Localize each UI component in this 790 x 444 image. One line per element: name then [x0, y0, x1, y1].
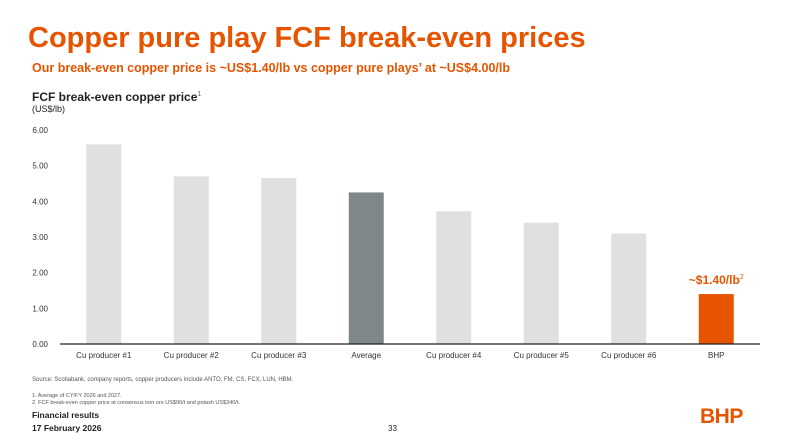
bar — [436, 211, 472, 344]
footnote-2: 2. FCF break-even copper price at consen… — [32, 400, 240, 406]
footer-date: 17 February 2026 — [32, 423, 102, 433]
chart-title-footnote-marker: 1 — [197, 91, 202, 98]
x-tick-label: BHP — [708, 351, 724, 360]
bar — [86, 144, 122, 344]
x-tick-label: Cu producer #1 — [76, 351, 132, 360]
x-tick-label: Cu producer #2 — [164, 351, 220, 360]
source-note: Source: Scotiabank, company reports, cop… — [32, 377, 294, 383]
bar — [261, 178, 297, 344]
y-tick-label: 4.00 — [32, 197, 48, 206]
bar — [698, 294, 734, 344]
bhp-value-annotation: ~$1.40/lb2 — [689, 273, 744, 287]
bar — [348, 192, 384, 344]
x-tick-label: Average — [351, 351, 381, 360]
y-tick-label: 5.00 — [32, 162, 48, 171]
x-tick-label: Cu producer #5 — [514, 351, 570, 360]
y-tick-label: 2.00 — [32, 269, 48, 278]
bhp-logo: BHP — [700, 405, 743, 428]
bar — [523, 222, 559, 344]
chart-title-text: FCF break-even copper price — [32, 90, 198, 104]
y-tick-label: 6.00 — [32, 126, 48, 135]
x-tick-label: Cu producer #6 — [601, 351, 657, 360]
y-tick-label: 1.00 — [32, 304, 48, 313]
chart-title: FCF break-even copper price1 — [32, 90, 201, 104]
bar — [611, 233, 647, 344]
x-tick-label: Cu producer #4 — [426, 351, 482, 360]
slide-subtitle: Our break-even copper price is ~US$1.40/… — [32, 61, 510, 75]
y-tick-label: 3.00 — [32, 233, 48, 242]
chart-unit-label: (US$/lb) — [32, 104, 66, 114]
y-tick-label: 0.00 — [32, 340, 48, 349]
footnote-1: 1. Average of CY/FY 2026 and 2027. — [32, 393, 122, 399]
footer-title: Financial results — [32, 410, 100, 420]
bar — [173, 176, 209, 344]
slide-title: Copper pure play FCF break-even prices — [28, 22, 586, 54]
x-tick-label: Cu producer #3 — [251, 351, 307, 360]
page-number: 33 — [388, 424, 397, 433]
